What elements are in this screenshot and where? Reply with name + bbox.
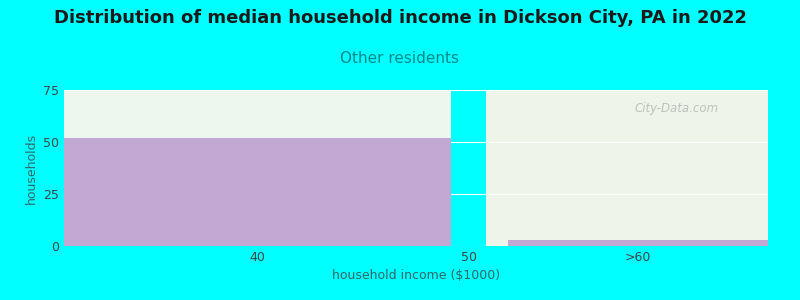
Text: Distribution of median household income in Dickson City, PA in 2022: Distribution of median household income … — [54, 9, 746, 27]
Bar — [64, 90, 451, 246]
Text: City-Data.com: City-Data.com — [634, 102, 718, 115]
Y-axis label: households: households — [25, 132, 38, 204]
Bar — [486, 90, 768, 246]
Text: Other residents: Other residents — [341, 51, 459, 66]
X-axis label: household income ($1000): household income ($1000) — [332, 269, 500, 282]
Bar — [507, 240, 768, 246]
Bar — [64, 138, 451, 246]
